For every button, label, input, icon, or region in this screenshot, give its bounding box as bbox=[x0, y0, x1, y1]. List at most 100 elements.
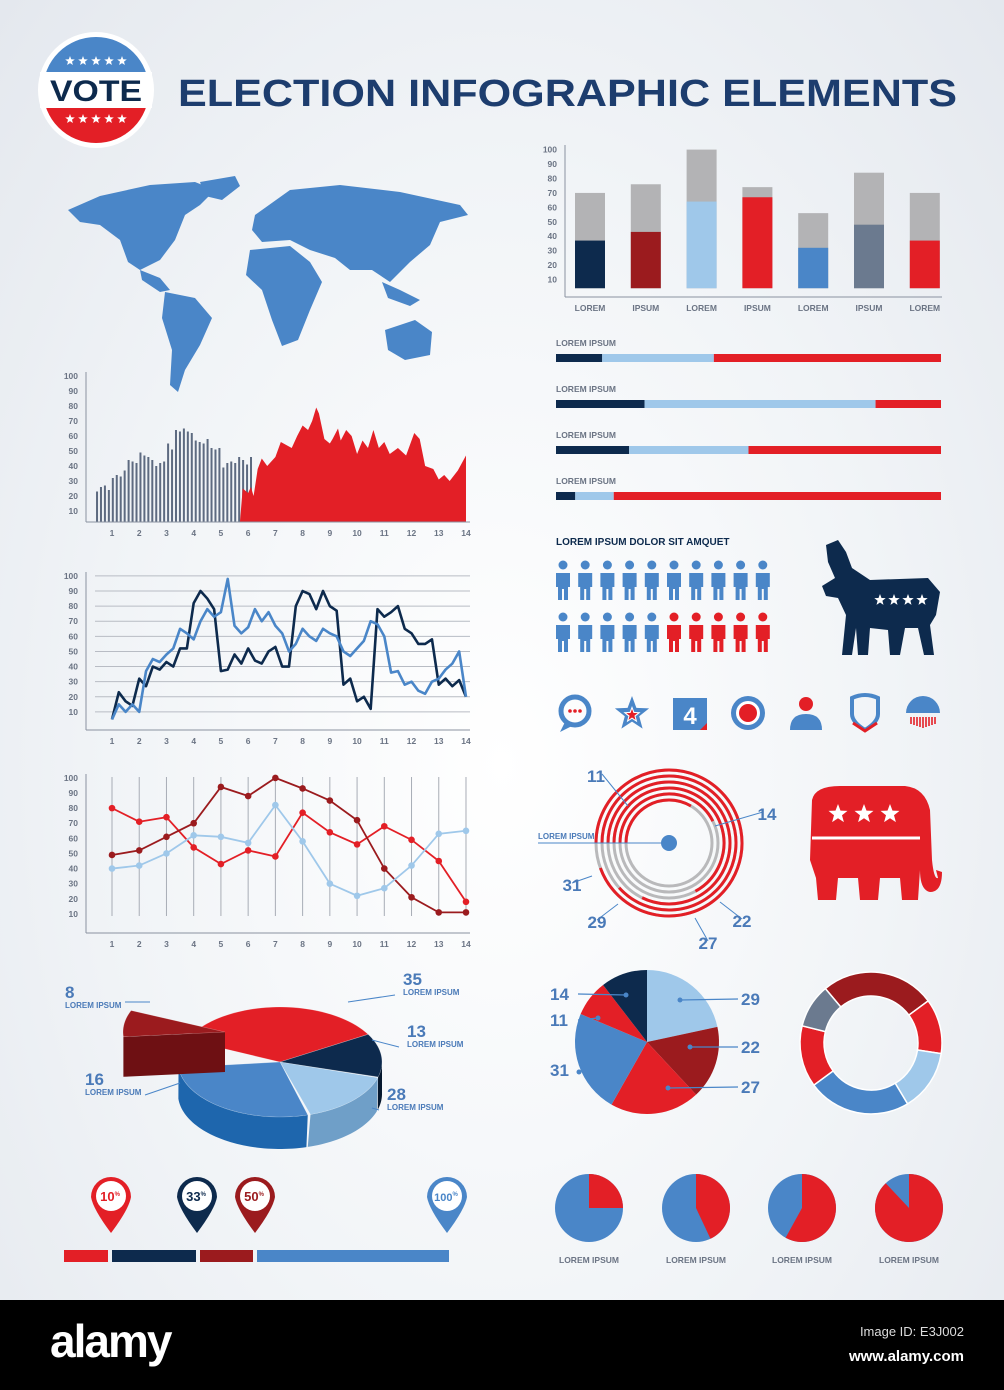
ring-value-label: 27 bbox=[699, 934, 718, 953]
ring-value-label: 11 bbox=[587, 767, 605, 786]
y-tick-label: 20 bbox=[69, 894, 79, 904]
x-tick-label: 11 bbox=[380, 528, 389, 538]
leader-line bbox=[679, 998, 739, 1001]
x-tick-label: 3 bbox=[164, 528, 169, 538]
star-icon bbox=[888, 594, 900, 605]
x-tick-label: 13 bbox=[434, 736, 444, 746]
pie-slice-side bbox=[123, 1032, 225, 1077]
y-tick-label: 20 bbox=[548, 260, 558, 270]
speech-bubble-icon[interactable] bbox=[558, 694, 592, 732]
line-series-3 bbox=[111, 803, 467, 897]
ring-value-arc bbox=[624, 798, 692, 844]
slice-value-label: 8 bbox=[65, 983, 74, 1002]
y-tick-label: 80 bbox=[69, 601, 79, 611]
area-series bbox=[239, 407, 466, 522]
pie-slice bbox=[575, 1014, 647, 1105]
democrat-donkey-icon bbox=[822, 540, 940, 655]
data-point bbox=[108, 804, 116, 812]
donut-segment bbox=[812, 1069, 909, 1115]
segment-bar-label: LOREM IPSUM bbox=[556, 338, 616, 348]
leader-dot bbox=[576, 1069, 582, 1075]
bar-mark bbox=[190, 433, 193, 522]
slice-caption: LOREM IPSUM bbox=[403, 988, 460, 997]
pin-value: 50 bbox=[244, 1189, 258, 1204]
bar-value bbox=[854, 224, 884, 289]
leader-line bbox=[144, 1082, 181, 1096]
data-point bbox=[190, 832, 197, 839]
slice-value-label: 16 bbox=[85, 1070, 104, 1089]
bar-mark bbox=[238, 457, 241, 522]
star-icon bbox=[854, 804, 874, 823]
bar-mark bbox=[139, 452, 142, 522]
bar-mark bbox=[202, 443, 205, 522]
progress-segment bbox=[257, 1250, 449, 1262]
data-point bbox=[163, 813, 170, 821]
y-tick-label: 50 bbox=[548, 217, 558, 227]
progress-segment bbox=[64, 1250, 108, 1262]
shield-icon[interactable] bbox=[850, 693, 880, 733]
leader-line bbox=[719, 901, 743, 920]
y-tick-label: 100 bbox=[543, 145, 557, 155]
y-tick-label: 100 bbox=[64, 571, 78, 581]
star-icon bbox=[78, 56, 88, 65]
small-pie-label: LOREM IPSUM bbox=[666, 1255, 726, 1265]
segment-navy bbox=[556, 446, 630, 454]
person-icon bbox=[556, 612, 570, 652]
bar-mark bbox=[218, 448, 221, 522]
data-point bbox=[299, 785, 306, 792]
ring-value-label: 22 bbox=[733, 912, 752, 931]
data-point bbox=[408, 862, 415, 869]
header: VOTE ELECTION INFOGRAPHIC ELEMENTS bbox=[38, 32, 957, 148]
pie-slice bbox=[785, 1174, 836, 1242]
y-tick-label: 90 bbox=[69, 788, 79, 798]
footer-bar: alamy Image ID: E3J002 www.alamy.com bbox=[0, 1300, 1004, 1390]
data-point bbox=[135, 818, 143, 826]
small-pie: LOREM IPSUM bbox=[555, 1174, 623, 1265]
leader-dot bbox=[677, 997, 683, 1003]
person-icon bbox=[733, 612, 748, 652]
bar-mark bbox=[182, 428, 185, 522]
pin-label: 10% bbox=[100, 1189, 120, 1204]
candidate-icon[interactable] bbox=[790, 697, 822, 730]
ring-value-arc bbox=[594, 768, 744, 918]
site-url[interactable]: www.alamy.com bbox=[848, 1348, 964, 1365]
y-tick-label: 50 bbox=[69, 848, 79, 858]
data-point bbox=[190, 819, 197, 827]
slice-value-label: 28 bbox=[387, 1085, 406, 1104]
line-series-2 bbox=[111, 776, 466, 914]
pin-label: 50% bbox=[244, 1189, 264, 1204]
bar-mark bbox=[96, 491, 99, 522]
data-point bbox=[163, 850, 170, 857]
badge-text: VOTE bbox=[50, 75, 142, 108]
pie-slice bbox=[589, 1174, 623, 1208]
data-point bbox=[108, 851, 116, 859]
image-id: Image ID: E3J002 bbox=[859, 1324, 964, 1339]
republican-elephant-icon bbox=[810, 786, 942, 900]
target-badge-icon[interactable] bbox=[731, 696, 765, 730]
star-icon[interactable] bbox=[614, 696, 650, 729]
x-tick-label: 13 bbox=[434, 939, 444, 949]
x-tick-label: 10 bbox=[352, 939, 362, 949]
bar-mark bbox=[234, 463, 237, 522]
data-point bbox=[381, 822, 388, 830]
star-icon bbox=[78, 114, 88, 123]
data-point bbox=[353, 892, 361, 900]
flag-badge-icon[interactable] bbox=[906, 696, 940, 728]
bar-value bbox=[575, 240, 605, 289]
alamy-logo[interactable]: alamy bbox=[50, 1315, 172, 1367]
y-tick-label: 10 bbox=[69, 909, 79, 919]
x-tick-label: 5 bbox=[219, 736, 224, 746]
y-tick-label: 40 bbox=[69, 864, 79, 874]
pie-slice bbox=[647, 1026, 719, 1095]
data-point bbox=[408, 836, 415, 844]
y-tick-label: 40 bbox=[69, 662, 79, 672]
data-point bbox=[408, 893, 415, 901]
x-tick-label: 12 bbox=[407, 939, 417, 949]
leader-line bbox=[577, 993, 627, 996]
data-point bbox=[163, 833, 170, 841]
calendar-4-icon[interactable]: 4 bbox=[673, 698, 707, 730]
bar-mark bbox=[103, 485, 106, 522]
segment-light-blue bbox=[629, 446, 749, 454]
